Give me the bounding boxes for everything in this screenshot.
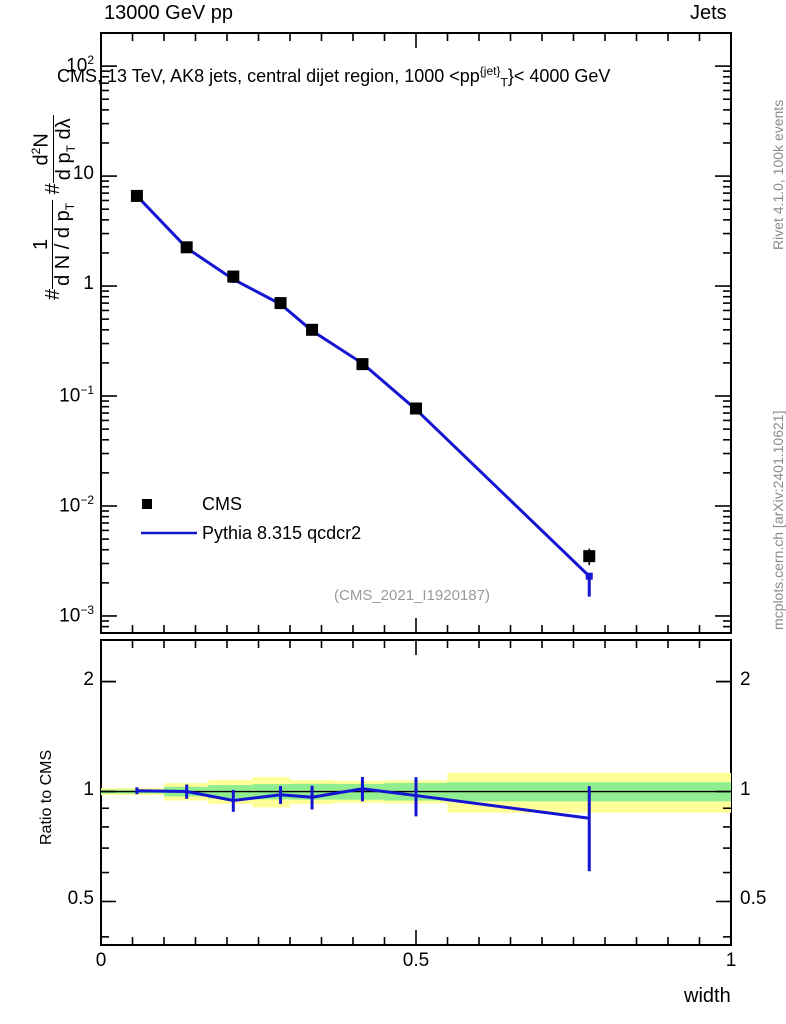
plot-title-tail: }< 4000 GeV: [507, 66, 611, 86]
ratio-curve-pythia: [135, 777, 591, 872]
ratio-y-tick-label-left: 2: [83, 668, 94, 690]
analysis-watermark: (CMS_2021_I1920187): [334, 587, 490, 604]
mc-line: [135, 194, 591, 578]
main-y-tick-label: 1: [83, 273, 94, 295]
main-y-tick-label: 10−1: [59, 383, 94, 407]
data-points-cms: [130, 189, 596, 566]
x-axis-label: width: [684, 985, 731, 1007]
plot-title-main: CMS, 13 TeV, AK8 jets, central dijet reg…: [57, 66, 470, 86]
legend-marker-square-icon: [140, 497, 202, 511]
legend-entry-cms[interactable]: CMS: [140, 490, 361, 518]
plot-title-superscript: {jet}: [479, 64, 501, 78]
x-tick-label: 0: [95, 950, 107, 971]
legend: CMS Pythia 8.315 qcdcr2: [140, 490, 361, 548]
legend-entry-pythia[interactable]: Pythia 8.315 qcdcr2: [140, 518, 361, 548]
legend-label-cms: CMS: [202, 493, 242, 514]
ratio-y-tick-label-right: 1: [740, 778, 751, 800]
plot-title-sym: p: [469, 66, 480, 86]
main-y-tick-label: 102: [66, 53, 94, 77]
ratio-y-tick-label-left: 1: [83, 778, 94, 800]
main-y-tick-label: 10−3: [59, 602, 94, 627]
x-tick-label: 0.5: [402, 950, 430, 971]
header-category: Jets: [690, 2, 727, 24]
ratio-y-tick-label-right: 2: [740, 668, 751, 690]
legend-line-icon: [140, 528, 202, 538]
plot-title-subscript: T: [500, 75, 508, 90]
x-tick-label: 1: [725, 950, 737, 971]
ratio-y-tick-label-right: 0.5: [740, 888, 767, 910]
plot-title: CMS, 13 TeV, AK8 jets, central dijet reg…: [57, 64, 610, 90]
main-y-tick-label: 10: [72, 163, 94, 185]
ratio-axis-ticks: [100, 640, 732, 945]
ratio-line: [136, 787, 590, 820]
ratio-y-tick-label-left: 0.5: [67, 888, 94, 910]
main-axis-ticks: [100, 32, 732, 634]
legend-label-pythia: Pythia 8.315 qcdcr2: [202, 522, 362, 543]
main-y-tick-label: 10−2: [59, 492, 94, 517]
header-beam: 13000 GeV pp: [104, 2, 233, 24]
